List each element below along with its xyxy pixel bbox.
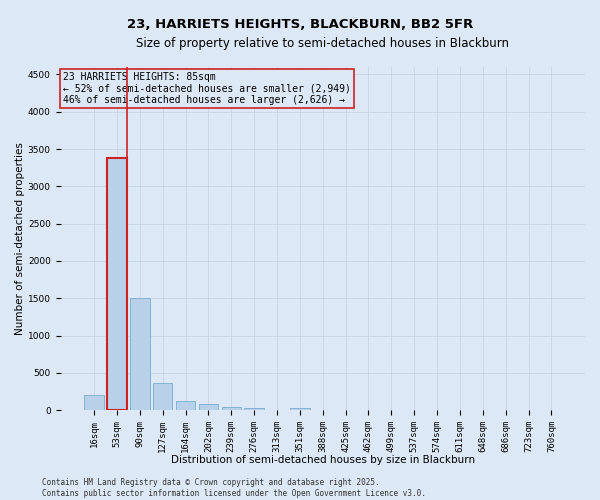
Bar: [176, 400, 195, 410]
Bar: [290, 408, 310, 410]
Bar: [221, 407, 241, 410]
Text: 23 HARRIETS HEIGHTS: 85sqm
← 52% of semi-detached houses are smaller (2,949)
46%: 23 HARRIETS HEIGHTS: 85sqm ← 52% of semi…: [63, 72, 351, 106]
Bar: [130, 298, 149, 410]
Bar: [199, 404, 218, 410]
Bar: [85, 396, 104, 410]
Text: Contains HM Land Registry data © Crown copyright and database right 2025.
Contai: Contains HM Land Registry data © Crown c…: [42, 478, 426, 498]
Y-axis label: Number of semi-detached properties: Number of semi-detached properties: [15, 142, 25, 335]
Bar: [107, 158, 127, 410]
Text: 23, HARRIETS HEIGHTS, BLACKBURN, BB2 5FR: 23, HARRIETS HEIGHTS, BLACKBURN, BB2 5FR: [127, 18, 473, 30]
Bar: [153, 383, 172, 410]
X-axis label: Distribution of semi-detached houses by size in Blackburn: Distribution of semi-detached houses by …: [170, 455, 475, 465]
Title: Size of property relative to semi-detached houses in Blackburn: Size of property relative to semi-detach…: [136, 38, 509, 51]
Bar: [244, 408, 264, 410]
